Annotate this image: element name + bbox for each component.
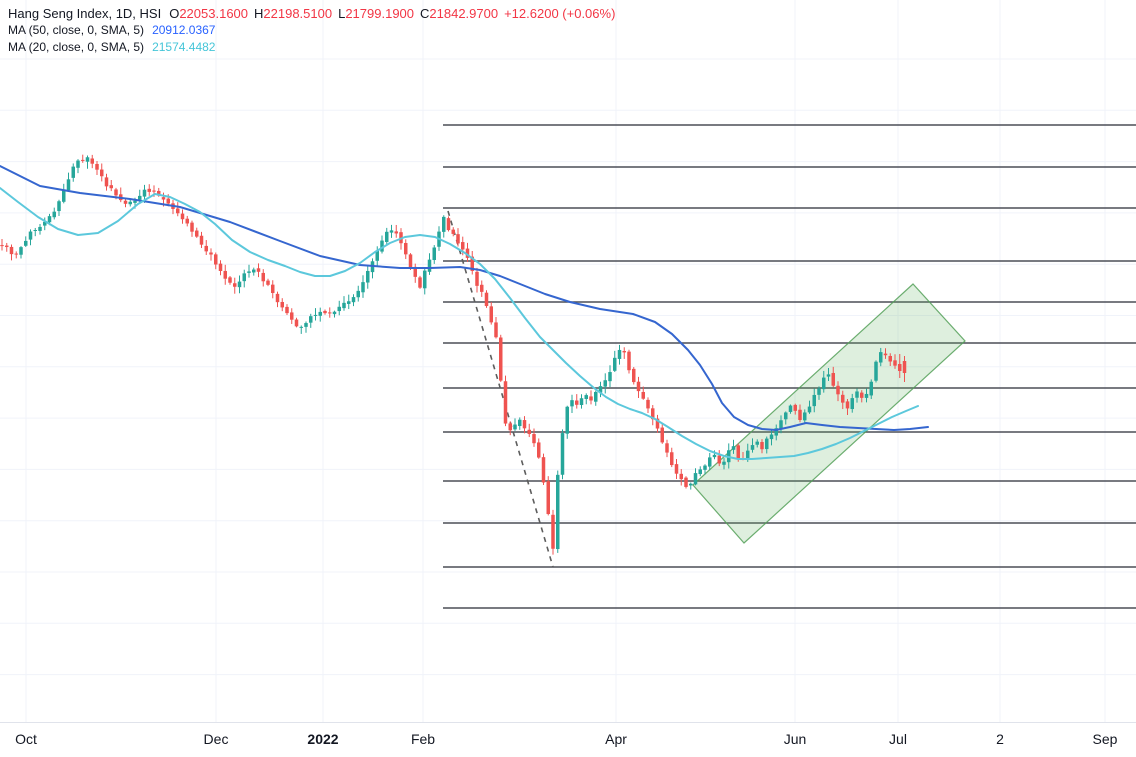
ma50-value: 20912.0367: [152, 23, 216, 37]
legend-ma20-row[interactable]: MA (20, close, 0, SMA, 5) 21574.4482: [8, 39, 615, 55]
change-value: +12.6200 (+0.06%): [504, 6, 616, 21]
x-axis-label: Jul: [889, 731, 907, 747]
symbol-title: Hang Seng Index, 1D, HSI: [8, 6, 162, 21]
ohlc-item: C21842.9700: [420, 6, 499, 21]
x-axis-label: Dec: [203, 731, 229, 747]
legend-panel: Hang Seng Index, 1D, HSI O22053.1600 H2219…: [8, 6, 615, 56]
ohlc-item: H22198.5100: [254, 6, 333, 21]
grid-layer: [0, 0, 1136, 722]
candles-layer: [0, 154, 907, 555]
price-chart-surface[interactable]: [0, 0, 1136, 722]
legend-symbol-row[interactable]: Hang Seng Index, 1D, HSI O22053.1600 H2219…: [8, 6, 615, 21]
x-axis-label: Jun: [783, 731, 807, 747]
ma20-label: MA (20, close, 0, SMA, 5): [8, 40, 145, 54]
x-axis[interactable]: Oct Dec 2022 Feb Apr Jun Jul 2 Sep: [0, 722, 1136, 757]
dashed-trendline: [447, 210, 554, 568]
x-axis-label: Sep: [1092, 731, 1118, 747]
ma50-label: MA (50, close, 0, SMA, 5): [8, 23, 145, 37]
ohlc-item: L21799.1900: [338, 6, 415, 21]
ohlc-values: O22053.1600 H22198.5100 L21799.1900 C21842.…: [169, 5, 504, 22]
x-axis-label: 2: [996, 731, 1004, 747]
ma50-line: [0, 165, 929, 431]
ma20-line: [0, 187, 919, 460]
ohlc-item: O22053.1600: [169, 6, 249, 21]
x-axis-label: Oct: [15, 731, 37, 747]
trend-channel: [692, 283, 966, 544]
legend-ma50-row[interactable]: MA (50, close, 0, SMA, 5) 20912.0367: [8, 22, 615, 38]
x-axis-label: 2022: [307, 731, 339, 747]
x-axis-label: Apr: [605, 731, 627, 747]
x-axis-label: Feb: [410, 731, 436, 747]
ma20-value: 21574.4482: [152, 40, 216, 54]
